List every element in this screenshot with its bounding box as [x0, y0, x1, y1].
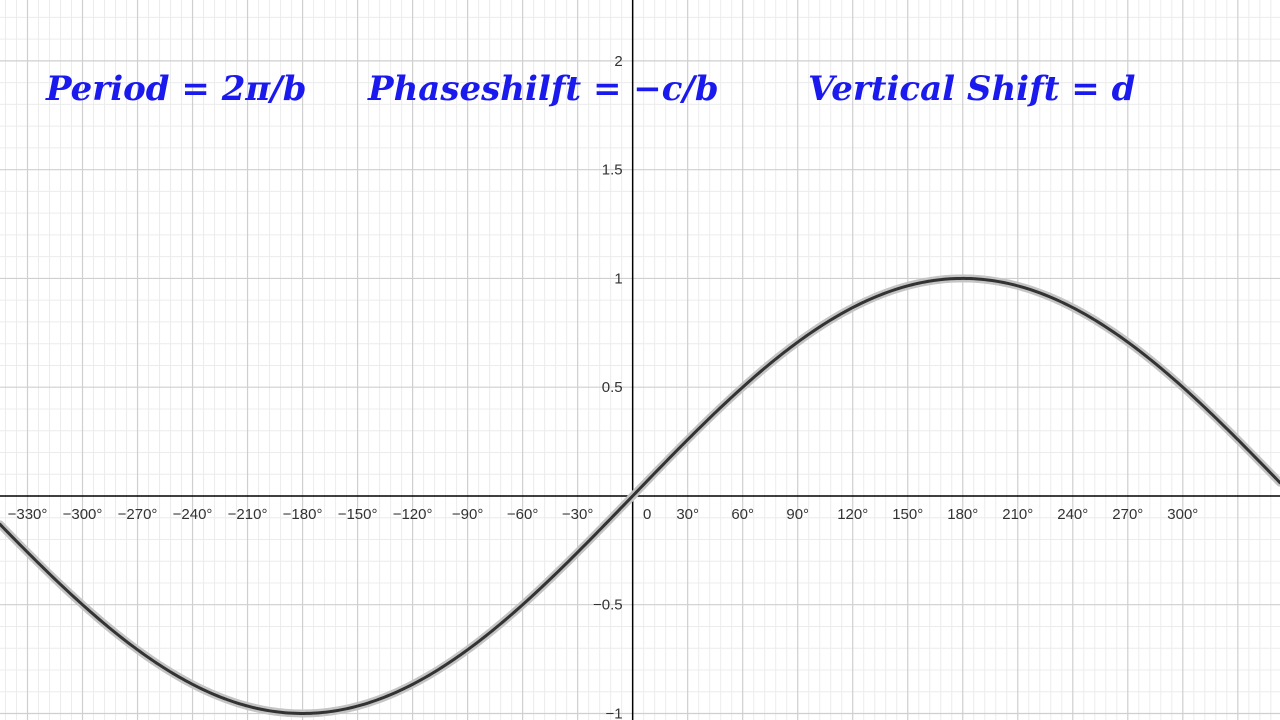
x-tick-label: −60° — [507, 506, 538, 523]
x-tick-label: −240° — [173, 506, 213, 523]
x-tick-label: 120° — [837, 506, 868, 523]
x-tick-label: 300° — [1167, 506, 1198, 523]
y-tick-label: 0.5 — [602, 379, 623, 396]
y-tick-label: 2 — [614, 53, 622, 70]
origin-label: 0 — [643, 506, 651, 523]
x-tick-label: 60° — [731, 506, 754, 523]
x-tick-label: −90° — [452, 506, 483, 523]
curve-group[interactable] — [0, 274, 1280, 718]
y-tick-labels: −1 −0.5 0.5 1 1.5 2 — [593, 53, 623, 720]
x-tick-label: −120° — [393, 506, 433, 523]
y-tick-label: −1 — [606, 705, 623, 720]
phase-shift-formula: Phaseshilft = −c/b — [367, 69, 719, 109]
period-formula: Period = 2π/b — [45, 69, 306, 109]
y-tick-label: 1.5 — [602, 162, 623, 179]
x-tick-label: 180° — [947, 506, 978, 523]
x-tick-label: −210° — [228, 506, 268, 523]
formula-annotations: Period = 2π/b Phaseshilft = −c/b Vertica… — [45, 69, 1136, 109]
x-tick-label: 240° — [1057, 506, 1088, 523]
x-tick-label: −300° — [63, 506, 103, 523]
x-tick-label: −270° — [118, 506, 158, 523]
x-tick-label: 270° — [1112, 506, 1143, 523]
x-tick-label: 90° — [786, 506, 809, 523]
x-tick-labels: −330° −300° −270° −240° −210° −180° −150° −120°… — [8, 506, 1199, 523]
sine-curve[interactable] — [0, 276, 1280, 715]
y-tick-label: 1 — [614, 270, 622, 287]
x-tick-label: 30° — [676, 506, 699, 523]
y-tick-label: −0.5 — [593, 597, 623, 614]
x-tick-label: −330° — [8, 506, 48, 523]
vertical-shift-formula: Vertical Shift = d — [808, 69, 1136, 109]
x-tick-label: −30° — [562, 506, 593, 523]
x-tick-label: −150° — [338, 506, 378, 523]
x-tick-label: −180° — [283, 506, 323, 523]
x-tick-label: 150° — [892, 506, 923, 523]
x-tick-label: 210° — [1002, 506, 1033, 523]
